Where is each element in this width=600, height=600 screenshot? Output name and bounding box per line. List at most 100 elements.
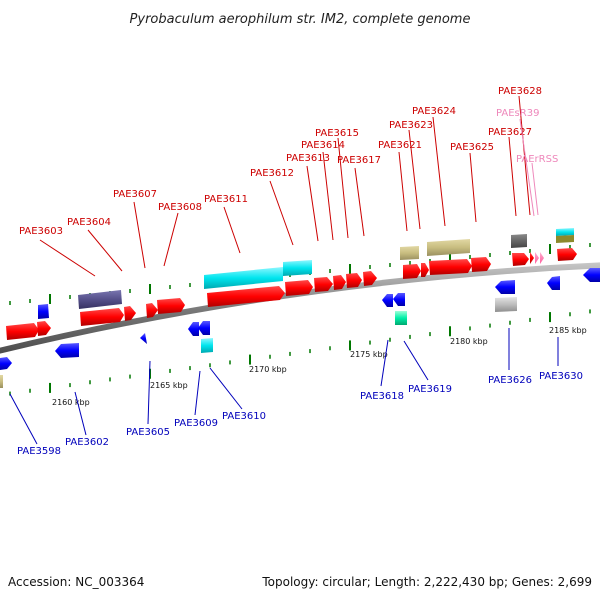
rna-feature[interactable] <box>540 252 544 264</box>
gene-label[interactable]: PAE3611 <box>204 194 248 205</box>
gene-forward[interactable] <box>557 248 577 261</box>
gene-label[interactable]: PAE3623 <box>389 120 433 131</box>
gene-label[interactable]: PAE3628 <box>498 86 542 97</box>
leader-line <box>269 180 294 246</box>
gene-label[interactable]: PAE3626 <box>488 375 532 386</box>
gene-forward[interactable] <box>512 253 529 266</box>
summary-text: Topology: circular; Length: 2,222,430 bp… <box>261 575 592 589</box>
forward-features <box>78 228 574 309</box>
leader-line <box>9 393 38 445</box>
genome-backbone <box>0 262 600 354</box>
olive-feature[interactable] <box>556 235 574 243</box>
leader-line <box>354 167 365 237</box>
leader-line <box>531 162 539 216</box>
cyan-feature[interactable] <box>283 260 312 276</box>
scale-label: 2180 kbp <box>450 337 488 346</box>
gene-label[interactable]: PAE3609 <box>174 418 218 429</box>
scale-labels: 2160 kbp 2165 kbp 2170 kbp 2175 kbp 2180… <box>52 326 587 407</box>
cyan-feature[interactable] <box>204 267 283 289</box>
gene-forward[interactable] <box>363 271 377 286</box>
forward-genes <box>6 248 577 340</box>
gene-label[interactable]: PAE3605 <box>126 427 170 438</box>
gene-forward[interactable] <box>530 252 534 264</box>
gene-reverse[interactable] <box>198 321 210 335</box>
gene-forward[interactable] <box>285 280 313 296</box>
gene-forward[interactable] <box>80 308 124 326</box>
gene-label[interactable]: PAE3602 <box>65 437 109 448</box>
gene-reverse[interactable] <box>547 276 560 290</box>
leader-line <box>380 339 389 387</box>
reverse-gene-labels: PAE3598 PAE3602 PAE3605 PAE3609 PAE3610 … <box>9 328 583 457</box>
scale-label: 2175 kbp <box>350 350 388 359</box>
rna-labels: PAEsR39 PAErRSS <box>496 108 558 217</box>
gene-label[interactable]: PAE3630 <box>539 371 583 382</box>
mint-feature[interactable] <box>395 311 407 325</box>
leader-line <box>337 137 349 239</box>
gene-forward[interactable] <box>421 263 429 277</box>
leader-line <box>403 340 429 381</box>
gene-label[interactable]: PAE3621 <box>378 140 422 151</box>
gene-forward[interactable] <box>146 303 158 318</box>
accession-text: Accession: NC_003364 <box>8 575 144 589</box>
leader-line <box>163 212 179 267</box>
scale-label: 2165 kbp <box>150 381 188 390</box>
gene-label[interactable]: PAE3613 <box>286 153 330 164</box>
gene-reverse[interactable] <box>495 280 515 294</box>
gene-label[interactable]: PAE3612 <box>250 168 294 179</box>
leader-line <box>147 360 151 425</box>
gene-label[interactable]: PAE3615 <box>315 128 359 139</box>
olive-feature[interactable] <box>400 246 419 260</box>
scale-label: 2160 kbp <box>52 398 90 407</box>
purple-feature[interactable] <box>78 290 122 309</box>
gene-reverse[interactable] <box>38 304 49 319</box>
gene-forward[interactable] <box>471 257 491 272</box>
gene-reverse[interactable] <box>583 268 600 282</box>
gene-label[interactable]: PAE3618 <box>360 391 404 402</box>
gene-forward[interactable] <box>346 273 362 288</box>
reverse-genes <box>0 268 600 388</box>
gene-reverse[interactable] <box>55 343 79 358</box>
gene-reverse[interactable] <box>140 333 147 344</box>
grey-feature[interactable] <box>511 234 527 248</box>
olive-feature[interactable] <box>0 375 3 388</box>
scale-label: 2185 kbp <box>549 326 587 335</box>
rna-label[interactable]: PAEsR39 <box>496 108 539 119</box>
gene-forward[interactable] <box>207 286 285 307</box>
gene-label[interactable]: PAE3627 <box>488 127 532 138</box>
gene-label[interactable]: PAE3608 <box>158 202 202 213</box>
gene-label[interactable]: PAE3607 <box>113 189 157 200</box>
gene-label[interactable]: PAE3603 <box>19 226 63 237</box>
gene-forward[interactable] <box>429 259 472 275</box>
gene-forward[interactable] <box>124 306 136 321</box>
leader-line <box>408 129 421 230</box>
gene-reverse[interactable] <box>393 293 405 306</box>
gene-forward[interactable] <box>333 275 346 290</box>
gene-label[interactable]: PAE3617 <box>337 155 381 166</box>
leader-line <box>133 201 146 269</box>
leader-line <box>519 118 535 217</box>
gene-forward[interactable] <box>157 298 185 314</box>
gene-forward[interactable] <box>37 321 51 336</box>
leader-line <box>74 391 87 436</box>
cyan-feature[interactable] <box>201 338 213 353</box>
gene-forward[interactable] <box>314 277 333 292</box>
gene-label[interactable]: PAE3624 <box>412 106 456 117</box>
gene-label[interactable]: PAE3619 <box>408 384 452 395</box>
gene-label[interactable]: PAE3610 <box>222 411 266 422</box>
gene-forward[interactable] <box>403 264 421 279</box>
olive-feature[interactable] <box>427 239 470 256</box>
gene-reverse[interactable] <box>382 294 393 307</box>
rna-feature[interactable] <box>535 252 539 264</box>
cyan-feature[interactable] <box>556 228 574 236</box>
gene-label[interactable]: PAE3614 <box>301 140 345 151</box>
gene-reverse[interactable] <box>188 322 199 336</box>
gene-forward[interactable] <box>6 323 39 340</box>
gene-reverse[interactable] <box>0 357 12 370</box>
gene-label[interactable]: PAE3598 <box>17 446 61 457</box>
gene-label[interactable]: PAE3604 <box>67 217 111 228</box>
grey-feature[interactable] <box>495 297 517 312</box>
leader-line <box>223 206 241 254</box>
rna-label[interactable]: PAErRSS <box>516 154 558 165</box>
gene-label[interactable]: PAE3625 <box>450 142 494 153</box>
